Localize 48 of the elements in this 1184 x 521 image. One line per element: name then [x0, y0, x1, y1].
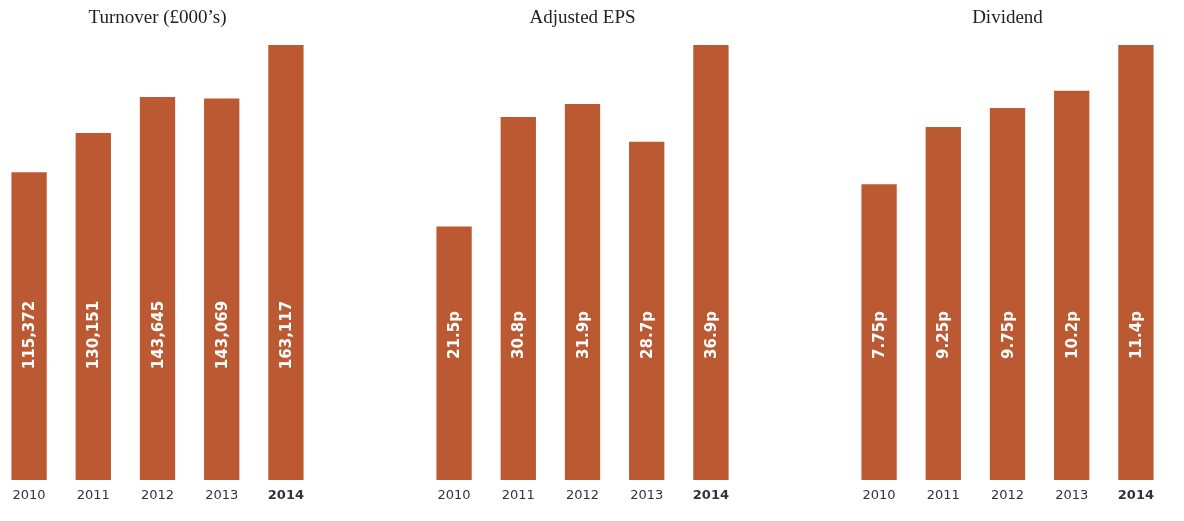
- bar: [989, 107, 1026, 480]
- bar: [500, 116, 536, 480]
- x-tick-label: 2011: [926, 486, 960, 502]
- x-tick-label: 2010: [437, 486, 471, 502]
- x-tick-label: 2010: [862, 486, 896, 502]
- bar: [861, 184, 897, 480]
- x-tick-label: 2014: [692, 486, 730, 502]
- data-label: 30.8p: [509, 310, 528, 359]
- data-label: 36.9p: [701, 310, 720, 359]
- data-label: 21.5p: [445, 310, 464, 359]
- bar: [75, 132, 111, 480]
- bar: [629, 141, 665, 480]
- bar: [11, 172, 47, 480]
- data-label: 130,151: [84, 300, 103, 370]
- chart-title: Adjusted EPS: [529, 6, 636, 27]
- bar: [204, 98, 240, 480]
- data-label: 143,645: [148, 300, 167, 370]
- x-tick-label: 2013: [1055, 486, 1089, 502]
- chart-title: Dividend: [972, 6, 1044, 27]
- bar: [139, 96, 176, 480]
- data-label: 143,069: [212, 300, 231, 370]
- x-tick-label: 2012: [990, 486, 1025, 502]
- x-tick-label: 2012: [140, 486, 175, 502]
- data-label: 163,117: [276, 300, 295, 370]
- x-tick-label: 2013: [630, 486, 664, 502]
- bar: [1054, 90, 1090, 480]
- x-tick-label: 2013: [205, 486, 239, 502]
- x-tick-label: 2012: [565, 486, 600, 502]
- data-label: 11.4p: [1126, 310, 1145, 359]
- bar: [1118, 45, 1154, 480]
- bar: [268, 45, 304, 480]
- x-tick-label: 2014: [267, 486, 305, 502]
- data-label: 10.2p: [1062, 310, 1081, 359]
- data-label: 9.25p: [934, 310, 953, 359]
- data-label: 9.75p: [998, 310, 1017, 359]
- bar: [436, 226, 472, 480]
- x-tick-label: 2011: [501, 486, 535, 502]
- chart-title: Turnover (£000’s): [88, 6, 227, 28]
- bar: [693, 45, 729, 480]
- x-tick-label: 2011: [76, 486, 110, 502]
- bar: [564, 103, 601, 480]
- data-label: 31.9p: [573, 310, 592, 359]
- bar: [925, 127, 961, 480]
- x-tick-label: 2014: [1117, 486, 1155, 502]
- data-label: 7.75p: [870, 310, 889, 359]
- data-label: 115,372: [20, 300, 39, 370]
- data-label: 28.7p: [637, 310, 656, 359]
- x-tick-label: 2010: [12, 486, 46, 502]
